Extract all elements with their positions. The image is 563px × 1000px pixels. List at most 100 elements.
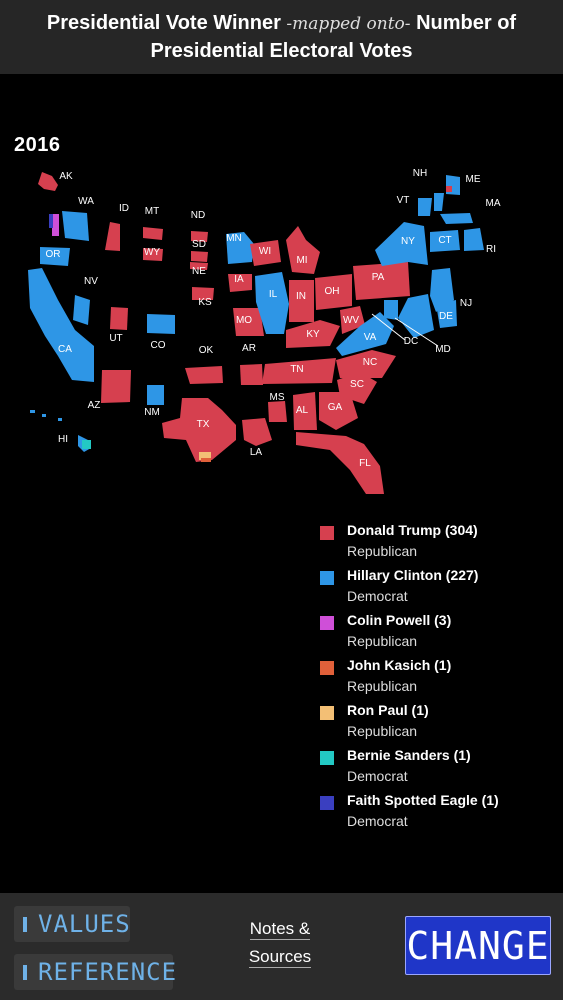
state-wi[interactable]: [250, 240, 281, 266]
notes-line-2: Sources: [248, 947, 312, 968]
notes-sources-link[interactable]: Notes & Sources: [244, 915, 316, 971]
state-md[interactable]: [398, 294, 434, 338]
state-id[interactable]: [105, 222, 120, 251]
legend-candidate: Bernie Sanders (1): [347, 747, 471, 763]
state-nc[interactable]: [336, 350, 396, 378]
state-wa[interactable]: [62, 211, 89, 241]
values-button[interactable]: VALUES: [14, 906, 130, 942]
legend-party: Republican: [347, 633, 418, 649]
state-oh[interactable]: [315, 274, 352, 310]
legend-candidate: Faith Spotted Eagle (1): [347, 792, 499, 808]
legend-swatch: [320, 796, 334, 810]
state-sd[interactable]: [191, 251, 208, 262]
state-label-tx: TX: [197, 419, 210, 430]
state-tx[interactable]: [162, 398, 236, 462]
state-il[interactable]: [255, 272, 289, 334]
state-la[interactable]: [242, 418, 272, 446]
state-ia[interactable]: [228, 274, 252, 292]
state-label-ga: GA: [328, 402, 343, 413]
state-label-ne: NE: [192, 266, 206, 277]
state-label-de: DE: [439, 311, 453, 322]
state-label-mi: MI: [296, 255, 307, 266]
state-label-va: VA: [364, 332, 377, 343]
state-ky[interactable]: [286, 320, 340, 348]
state-al[interactable]: [293, 392, 317, 430]
state-label-ky: KY: [306, 329, 320, 340]
state-va[interactable]: [336, 312, 394, 356]
state-ks[interactable]: [192, 287, 214, 300]
checkbox-icon: [23, 964, 27, 980]
state-label-sd: SD: [192, 239, 206, 250]
state-ny[interactable]: [375, 222, 428, 266]
state-sc[interactable]: [337, 372, 377, 404]
state-mo[interactable]: [233, 308, 264, 336]
state-mn[interactable]: [226, 232, 254, 264]
state-tn[interactable]: [262, 358, 336, 384]
state-label-ct: CT: [438, 235, 451, 246]
state-or[interactable]: [40, 247, 70, 266]
values-label: VALUES: [38, 910, 131, 938]
change-button[interactable]: CHANGE: [405, 916, 551, 975]
state-ne[interactable]: [190, 262, 208, 270]
state-nd[interactable]: [191, 231, 208, 242]
state-nj[interactable]: [430, 268, 454, 312]
state-ri[interactable]: [464, 228, 484, 251]
state-ms[interactable]: [268, 401, 287, 422]
state-ak[interactable]: [38, 172, 58, 191]
legend-candidate: Hillary Clinton (227): [347, 567, 479, 583]
state-ga[interactable]: [319, 392, 358, 430]
state-label-sc: SC: [350, 379, 364, 390]
state-label-co: CO: [151, 340, 166, 351]
state-wy[interactable]: [143, 248, 163, 261]
state-wv[interactable]: [340, 306, 365, 334]
state-label-il: IL: [269, 289, 278, 300]
header: Presidential Vote Winner -mapped onto- N…: [0, 0, 563, 74]
leader-line: [394, 317, 439, 347]
state-mt[interactable]: [143, 227, 163, 240]
state-az[interactable]: [101, 370, 131, 403]
reference-button[interactable]: REFERENCE: [14, 954, 176, 990]
state-label-wv: WV: [343, 315, 359, 326]
state-co[interactable]: [147, 314, 175, 334]
state-label-ar: AR: [242, 343, 256, 354]
state-label-oh: OH: [325, 286, 340, 297]
legend-swatch: [320, 706, 334, 720]
state-nm[interactable]: [147, 385, 164, 405]
state-ar[interactable]: [240, 364, 263, 385]
state-label-nd: ND: [191, 210, 205, 221]
state-nh[interactable]: [434, 193, 444, 211]
state-ma[interactable]: [440, 213, 473, 224]
legend-swatch: [320, 751, 334, 765]
state-de[interactable]: [436, 300, 457, 328]
state-nv[interactable]: [73, 295, 90, 325]
state-label-nm: NM: [144, 407, 160, 418]
state-ct[interactable]: [430, 230, 460, 252]
state-ca[interactable]: [28, 268, 94, 382]
state-ok[interactable]: [185, 366, 223, 384]
state-label-or: OR: [46, 249, 61, 260]
eagle-elector-wa: [49, 214, 53, 228]
legend-candidate: Ron Paul (1): [347, 702, 429, 718]
state-label-mt: MT: [145, 206, 159, 217]
title-part-2: Number of: [416, 11, 517, 34]
legend-candidate: Colin Powell (3): [347, 612, 452, 628]
legend-party: Democrat: [347, 768, 408, 784]
state-label-nj: NJ: [460, 298, 472, 309]
state-label-ma: MA: [486, 198, 501, 209]
legend-swatch: [320, 526, 334, 540]
state-label-la: LA: [250, 447, 263, 458]
state-label-ut: UT: [109, 333, 122, 344]
state-vt[interactable]: [418, 198, 432, 216]
state-label-az: AZ: [88, 400, 101, 411]
state-dc[interactable]: [384, 300, 398, 320]
state-fl[interactable]: [296, 432, 384, 494]
state-label-nh: NH: [413, 168, 427, 179]
state-in[interactable]: [289, 280, 314, 322]
state-mi[interactable]: [286, 226, 320, 274]
state-label-md: MD: [435, 344, 451, 355]
state-pa[interactable]: [353, 262, 410, 300]
state-ut[interactable]: [110, 307, 128, 330]
legend-party: Democrat: [347, 813, 408, 829]
legend-swatch: [320, 571, 334, 585]
state-label-ms: MS: [270, 392, 285, 403]
